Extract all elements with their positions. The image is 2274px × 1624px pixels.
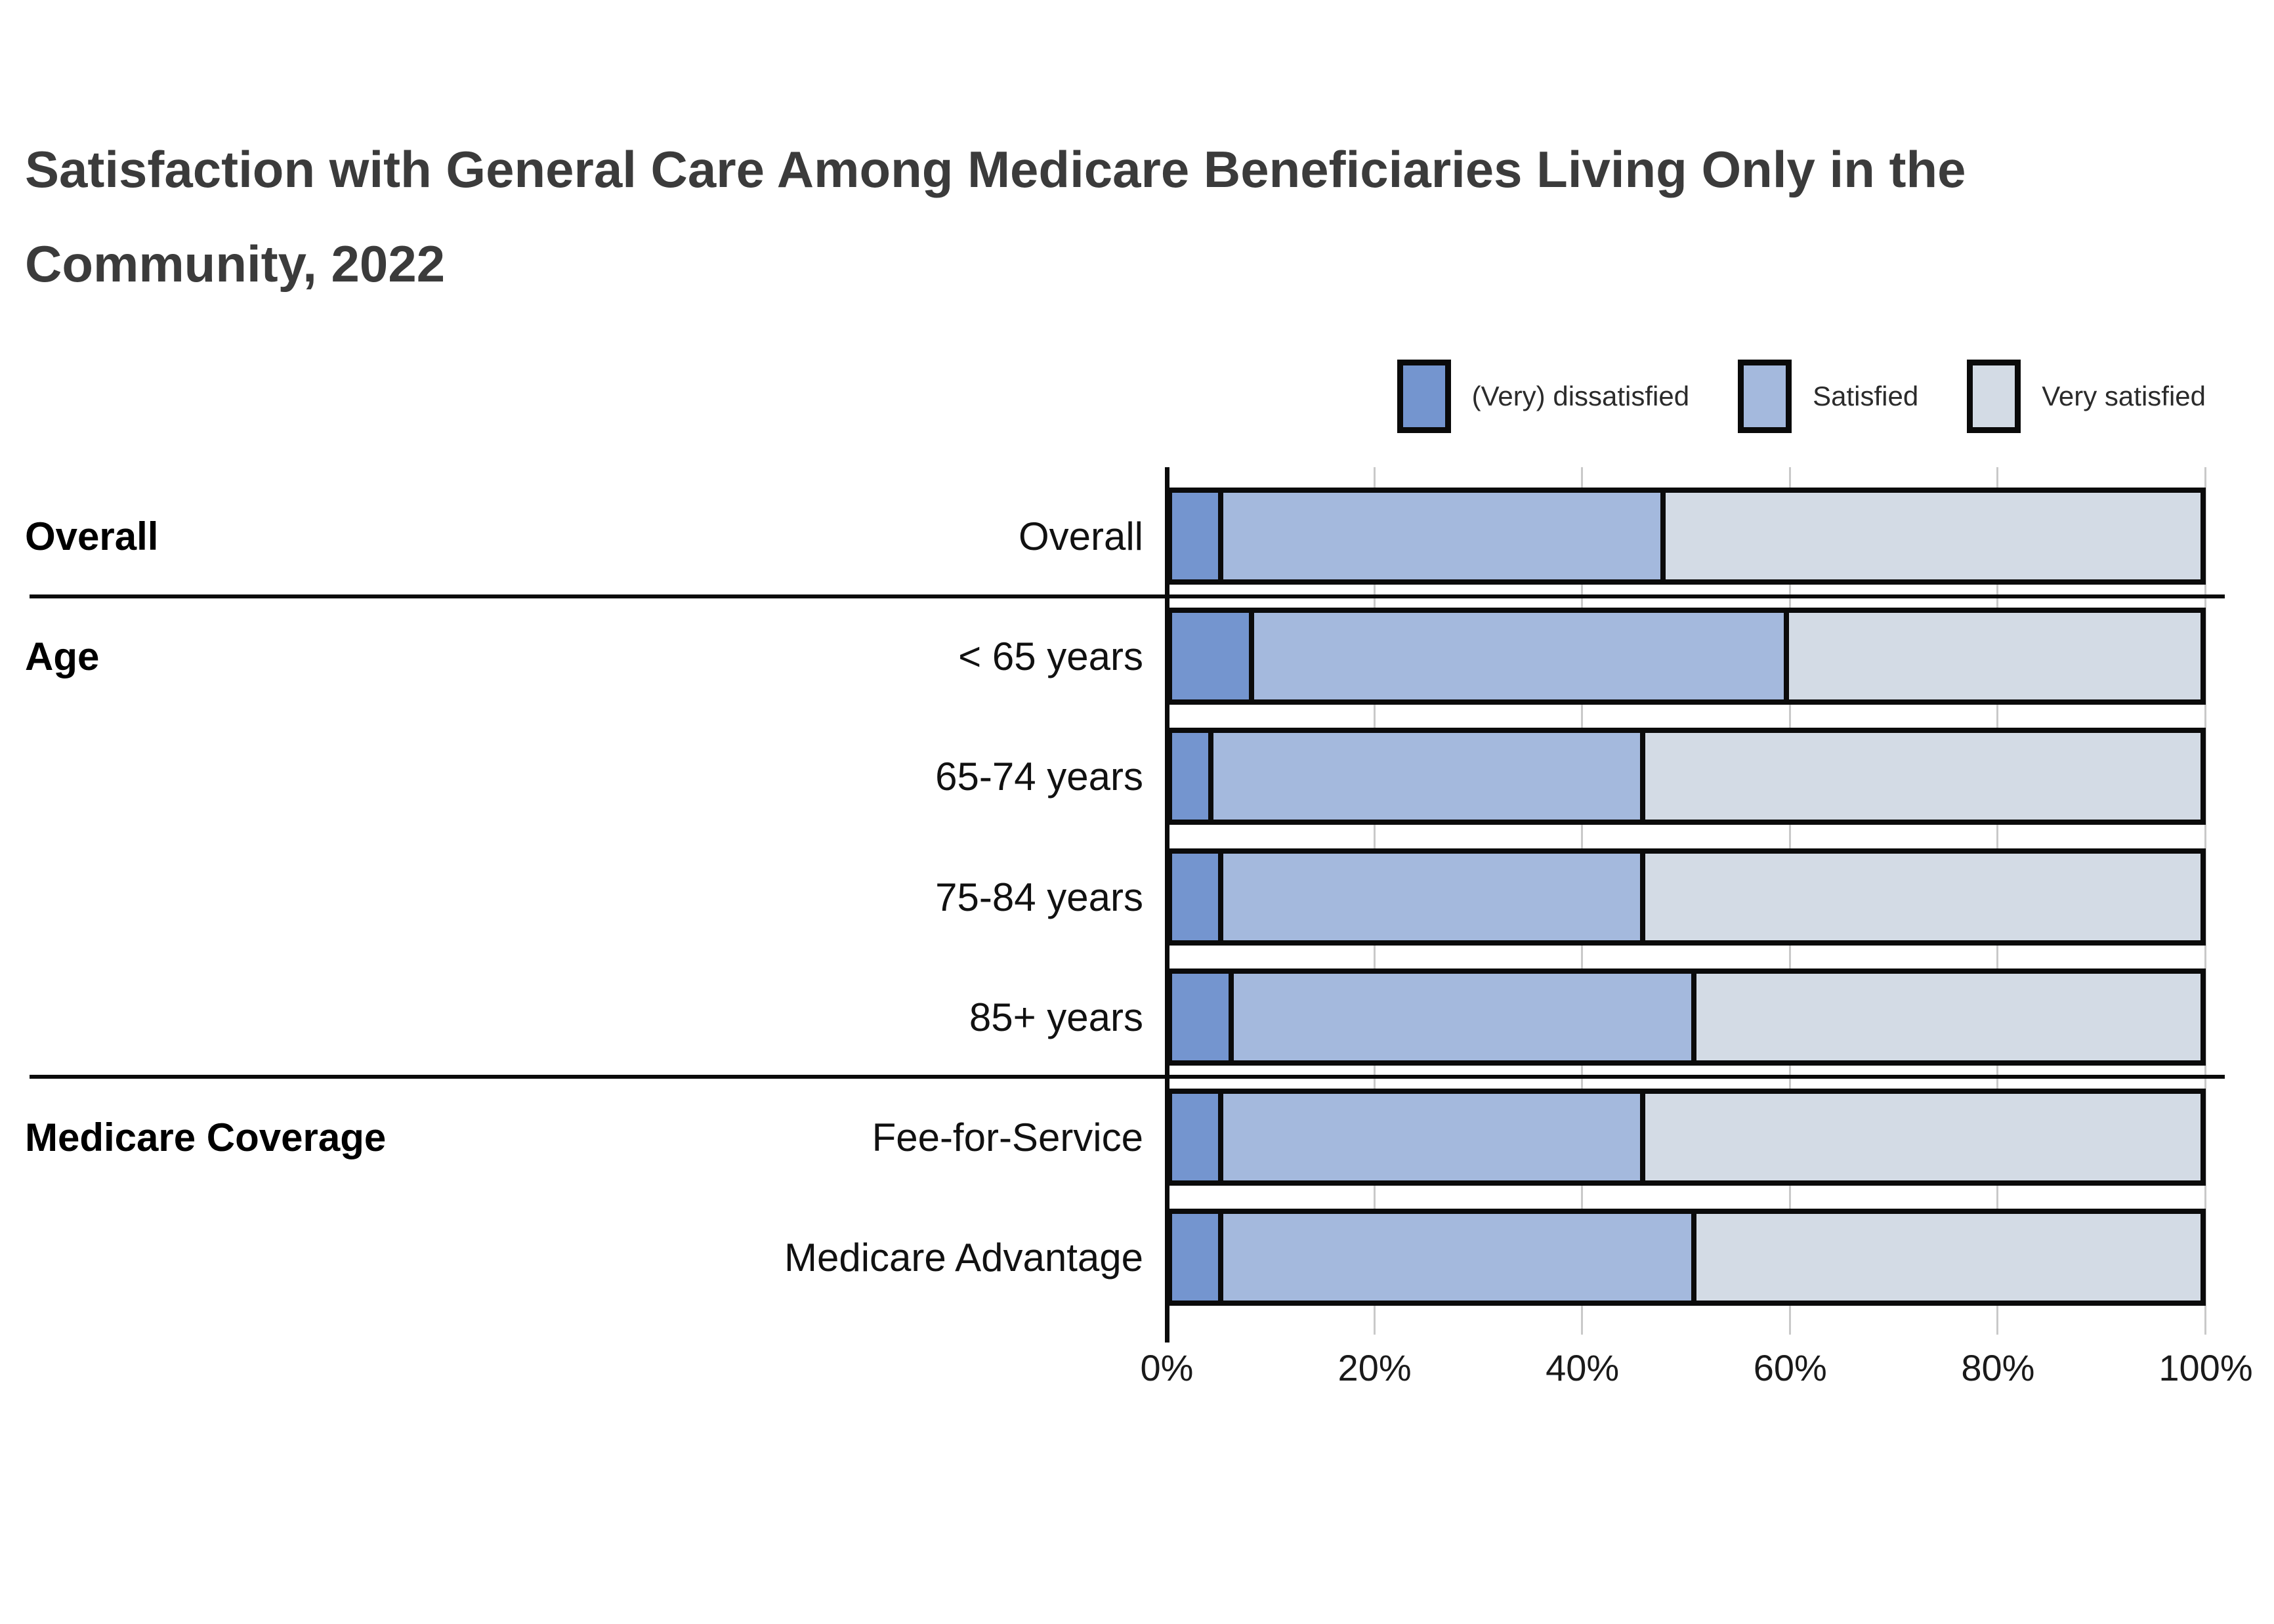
legend: (Very) dissatisfied Satisfied Very satisfi… <box>1397 360 2206 433</box>
bar-segment-dissatisfied <box>1172 974 1234 1060</box>
legend-label: Satisfied <box>1813 381 1919 411</box>
x-tick-label: 20% <box>1337 1347 1412 1388</box>
x-tick-label: 0% <box>1140 1347 1194 1388</box>
section-divider <box>30 1075 2225 1079</box>
legend-item: (Very) dissatisfied <box>1397 360 1689 433</box>
bar-row <box>1167 488 2206 585</box>
bar-row <box>1167 1089 2206 1186</box>
bar-segment-dissatisfied <box>1172 733 1213 820</box>
bar-segment-dissatisfied <box>1172 613 1255 699</box>
bar-segment-very-satisfied <box>1645 854 2200 940</box>
bar-segment-very-satisfied <box>1645 733 2200 820</box>
bar-row <box>1167 608 2206 705</box>
row-label: < 65 years <box>958 634 1143 678</box>
bar-row <box>1167 848 2206 946</box>
plot-area: 0% 20% 40% 60% 80% 100% <box>1141 467 2253 1388</box>
group-label-overall: Overall <box>25 514 159 558</box>
legend-swatch-3 <box>1967 360 2021 433</box>
bar-segment-satisfied <box>1234 974 1697 1060</box>
row-label: Overall <box>1018 514 1143 558</box>
bar-segment-satisfied <box>1223 854 1645 940</box>
bar-segment-dissatisfied <box>1172 1094 1224 1180</box>
row-label: Medicare Advantage <box>784 1235 1143 1280</box>
legend-label: (Very) dissatisfied <box>1471 381 1690 411</box>
bar-segment-satisfied <box>1213 733 1645 820</box>
group-label-age: Age <box>25 634 100 678</box>
bar-segment-satisfied <box>1254 613 1790 699</box>
legend-swatch-2 <box>1738 360 1792 433</box>
bar-segment-very-satisfied <box>1645 1094 2200 1180</box>
bar-segment-very-satisfied <box>1789 613 2200 699</box>
row-label: 75-84 years <box>935 875 1143 919</box>
bar-segment-very-satisfied <box>1696 974 2200 1060</box>
row-label: 65-74 years <box>935 754 1143 799</box>
bar-segment-satisfied <box>1223 493 1666 579</box>
section-divider <box>30 594 2225 598</box>
x-tick-label: 60% <box>1753 1347 1827 1388</box>
x-tick-label: 40% <box>1546 1347 1620 1388</box>
bar-segment-satisfied <box>1223 1094 1645 1180</box>
page-title-line2: Community, 2022 <box>25 235 446 293</box>
bar-row <box>1167 728 2206 825</box>
row-label: 85+ years <box>969 995 1143 1039</box>
legend-item: Very satisfied <box>1967 360 2206 433</box>
x-tick-label: 80% <box>1961 1347 2035 1388</box>
bar-row <box>1167 1209 2206 1306</box>
bar-segment-very-satisfied <box>1696 1214 2200 1301</box>
legend-item: Satisfied <box>1738 360 1918 433</box>
group-label-medicare-coverage: Medicare Coverage <box>25 1115 387 1159</box>
legend-label: Very satisfied <box>2042 381 2206 411</box>
page-title-line1: Satisfaction with General Care Among Med… <box>25 140 1966 198</box>
bar-segment-dissatisfied <box>1172 493 1224 579</box>
bar-segment-very-satisfied <box>1666 493 2200 579</box>
bar-segment-dissatisfied <box>1172 854 1224 940</box>
bar-row <box>1167 968 2206 1066</box>
x-tick-label: 100% <box>2158 1347 2253 1388</box>
bar-segment-dissatisfied <box>1172 1214 1224 1301</box>
page-title: Satisfaction with General Care Among Med… <box>25 122 2256 312</box>
legend-swatch-1 <box>1397 360 1451 433</box>
bar-segment-satisfied <box>1223 1214 1697 1301</box>
row-label: Fee-for-Service <box>872 1115 1143 1159</box>
